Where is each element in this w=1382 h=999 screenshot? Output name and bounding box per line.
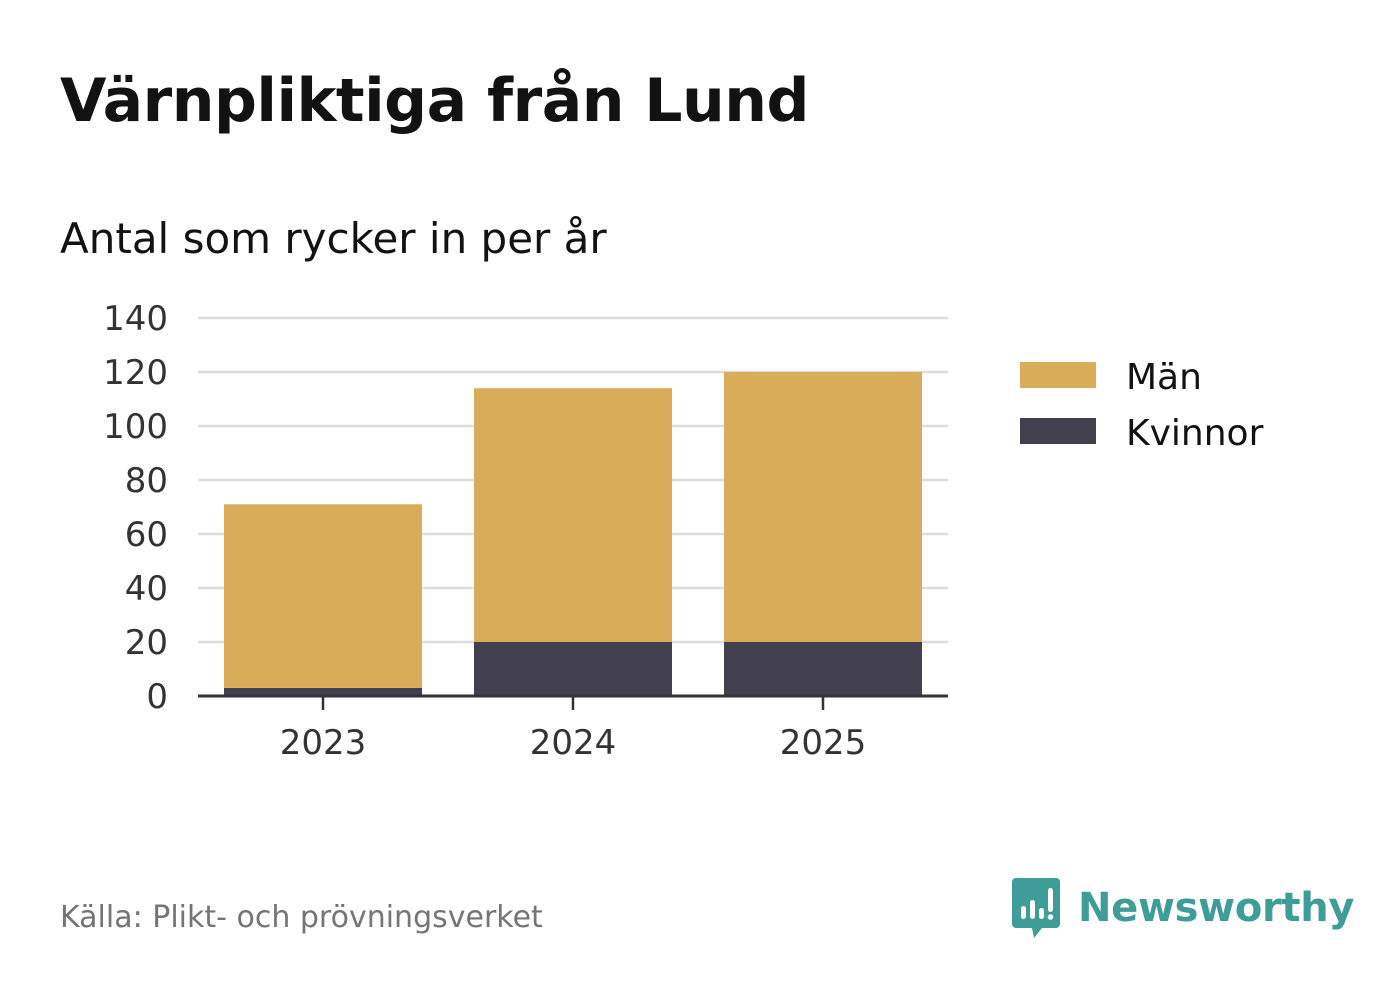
y-tick-label: 20 (125, 623, 168, 663)
bar-segment-kvinnor-2025 (724, 642, 922, 696)
y-tick-label: 80 (125, 461, 168, 501)
x-tick-label: 2023 (280, 723, 367, 763)
newsworthy-logo-icon (1012, 878, 1060, 938)
y-tick-label: 120 (103, 353, 168, 393)
y-tick-label: 60 (125, 515, 168, 555)
bars (224, 372, 922, 696)
bar-segment-kvinnor-2024 (474, 642, 672, 696)
y-tick-label: 40 (125, 569, 168, 609)
bar-segment-kvinnor-2023 (224, 687, 422, 696)
brand-logo: Newsworthy (1012, 878, 1355, 938)
brand-name: Newsworthy (1078, 885, 1355, 931)
legend-label-män: Män (1126, 357, 1202, 398)
y-tick-label: 140 (103, 299, 168, 339)
stacked-bar-chart: 0 20 40 60 80 100 120 140 2023 2024 2025 Män Kvinno… (103, 299, 1264, 763)
legend-label-kvinnor: Kvinnor (1126, 413, 1264, 454)
axes: 0 20 40 60 80 100 120 140 2023 2024 2025 (103, 299, 948, 763)
x-tick-label: 2024 (530, 723, 617, 763)
legend-swatch-kvinnor (1020, 418, 1096, 444)
source-note: Källa: Plikt- och prövningsverket (60, 900, 543, 935)
chart-title: Värnpliktiga från Lund (60, 66, 809, 136)
x-tick-label: 2025 (780, 723, 867, 763)
bar-segment-män-2025 (724, 372, 922, 642)
chart-subtitle: Antal som rycker in per år (60, 214, 607, 263)
legend-swatch-män (1020, 362, 1096, 388)
bar-segment-män-2023 (224, 504, 422, 688)
legend: Män Kvinnor (1020, 357, 1264, 454)
bar-segment-män-2024 (474, 388, 672, 642)
y-tick-label: 100 (103, 407, 168, 447)
y-tick-label: 0 (146, 677, 168, 717)
